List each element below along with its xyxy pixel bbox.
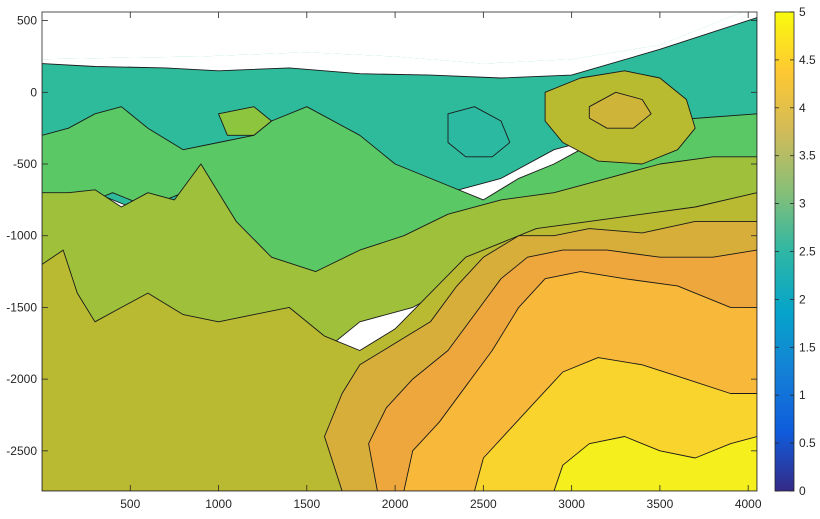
colorbar-tick-label: 5 bbox=[799, 5, 806, 19]
x-axis: 500 1000 1500 2000 2500 3000 3500 4000 bbox=[120, 12, 762, 511]
x-tick-label: 1000 bbox=[205, 497, 232, 511]
colorbar-axis: 0 0.5 1 1.5 2 2.5 3 3.5 4 4.5 5 bbox=[775, 5, 816, 498]
y-tick-label: -1500 bbox=[6, 300, 37, 314]
colorbar-tick-label: 2.5 bbox=[799, 245, 816, 259]
x-tick-label: 4000 bbox=[735, 497, 762, 511]
colorbar-tick-label: 1.5 bbox=[799, 340, 816, 354]
y-tick-label: -2000 bbox=[6, 372, 37, 386]
y-tick-label: -1000 bbox=[6, 229, 37, 243]
colorbar-tick-label: 0 bbox=[799, 484, 806, 498]
no-data-region bbox=[42, 12, 757, 64]
colorbar-tick-label: 4.5 bbox=[799, 53, 816, 67]
colorbar-tick-label: 3 bbox=[799, 197, 806, 211]
colorbar-tick-label: 1 bbox=[799, 388, 806, 402]
y-axis: 500 0 -500 -1000 -1500 -2000 -2500 bbox=[6, 14, 757, 458]
y-tick-label: 500 bbox=[17, 14, 37, 28]
contour-band bbox=[588, 91, 652, 129]
y-tick-label: -2500 bbox=[6, 444, 37, 458]
contour-bands bbox=[42, 12, 757, 491]
x-tick-label: 1500 bbox=[293, 497, 320, 511]
x-tick-label: 3000 bbox=[558, 497, 585, 511]
colorbar-tick-label: 3.5 bbox=[799, 149, 816, 163]
contour-band bbox=[447, 106, 511, 158]
x-tick-label: 2000 bbox=[382, 497, 409, 511]
plot-frame bbox=[41, 11, 758, 492]
x-tick-label: 3500 bbox=[647, 497, 674, 511]
colorbar-tick-label: 2 bbox=[799, 292, 806, 306]
colorbar-tick-label: 4 bbox=[799, 101, 806, 115]
y-tick-label: -500 bbox=[13, 157, 37, 171]
contour-band bbox=[553, 436, 757, 491]
contour-band bbox=[218, 106, 272, 136]
y-tick-label: 0 bbox=[30, 85, 37, 99]
colorbar-tick-label: 0.5 bbox=[799, 436, 816, 450]
x-tick-label: 500 bbox=[120, 497, 140, 511]
x-tick-label: 2500 bbox=[470, 497, 497, 511]
